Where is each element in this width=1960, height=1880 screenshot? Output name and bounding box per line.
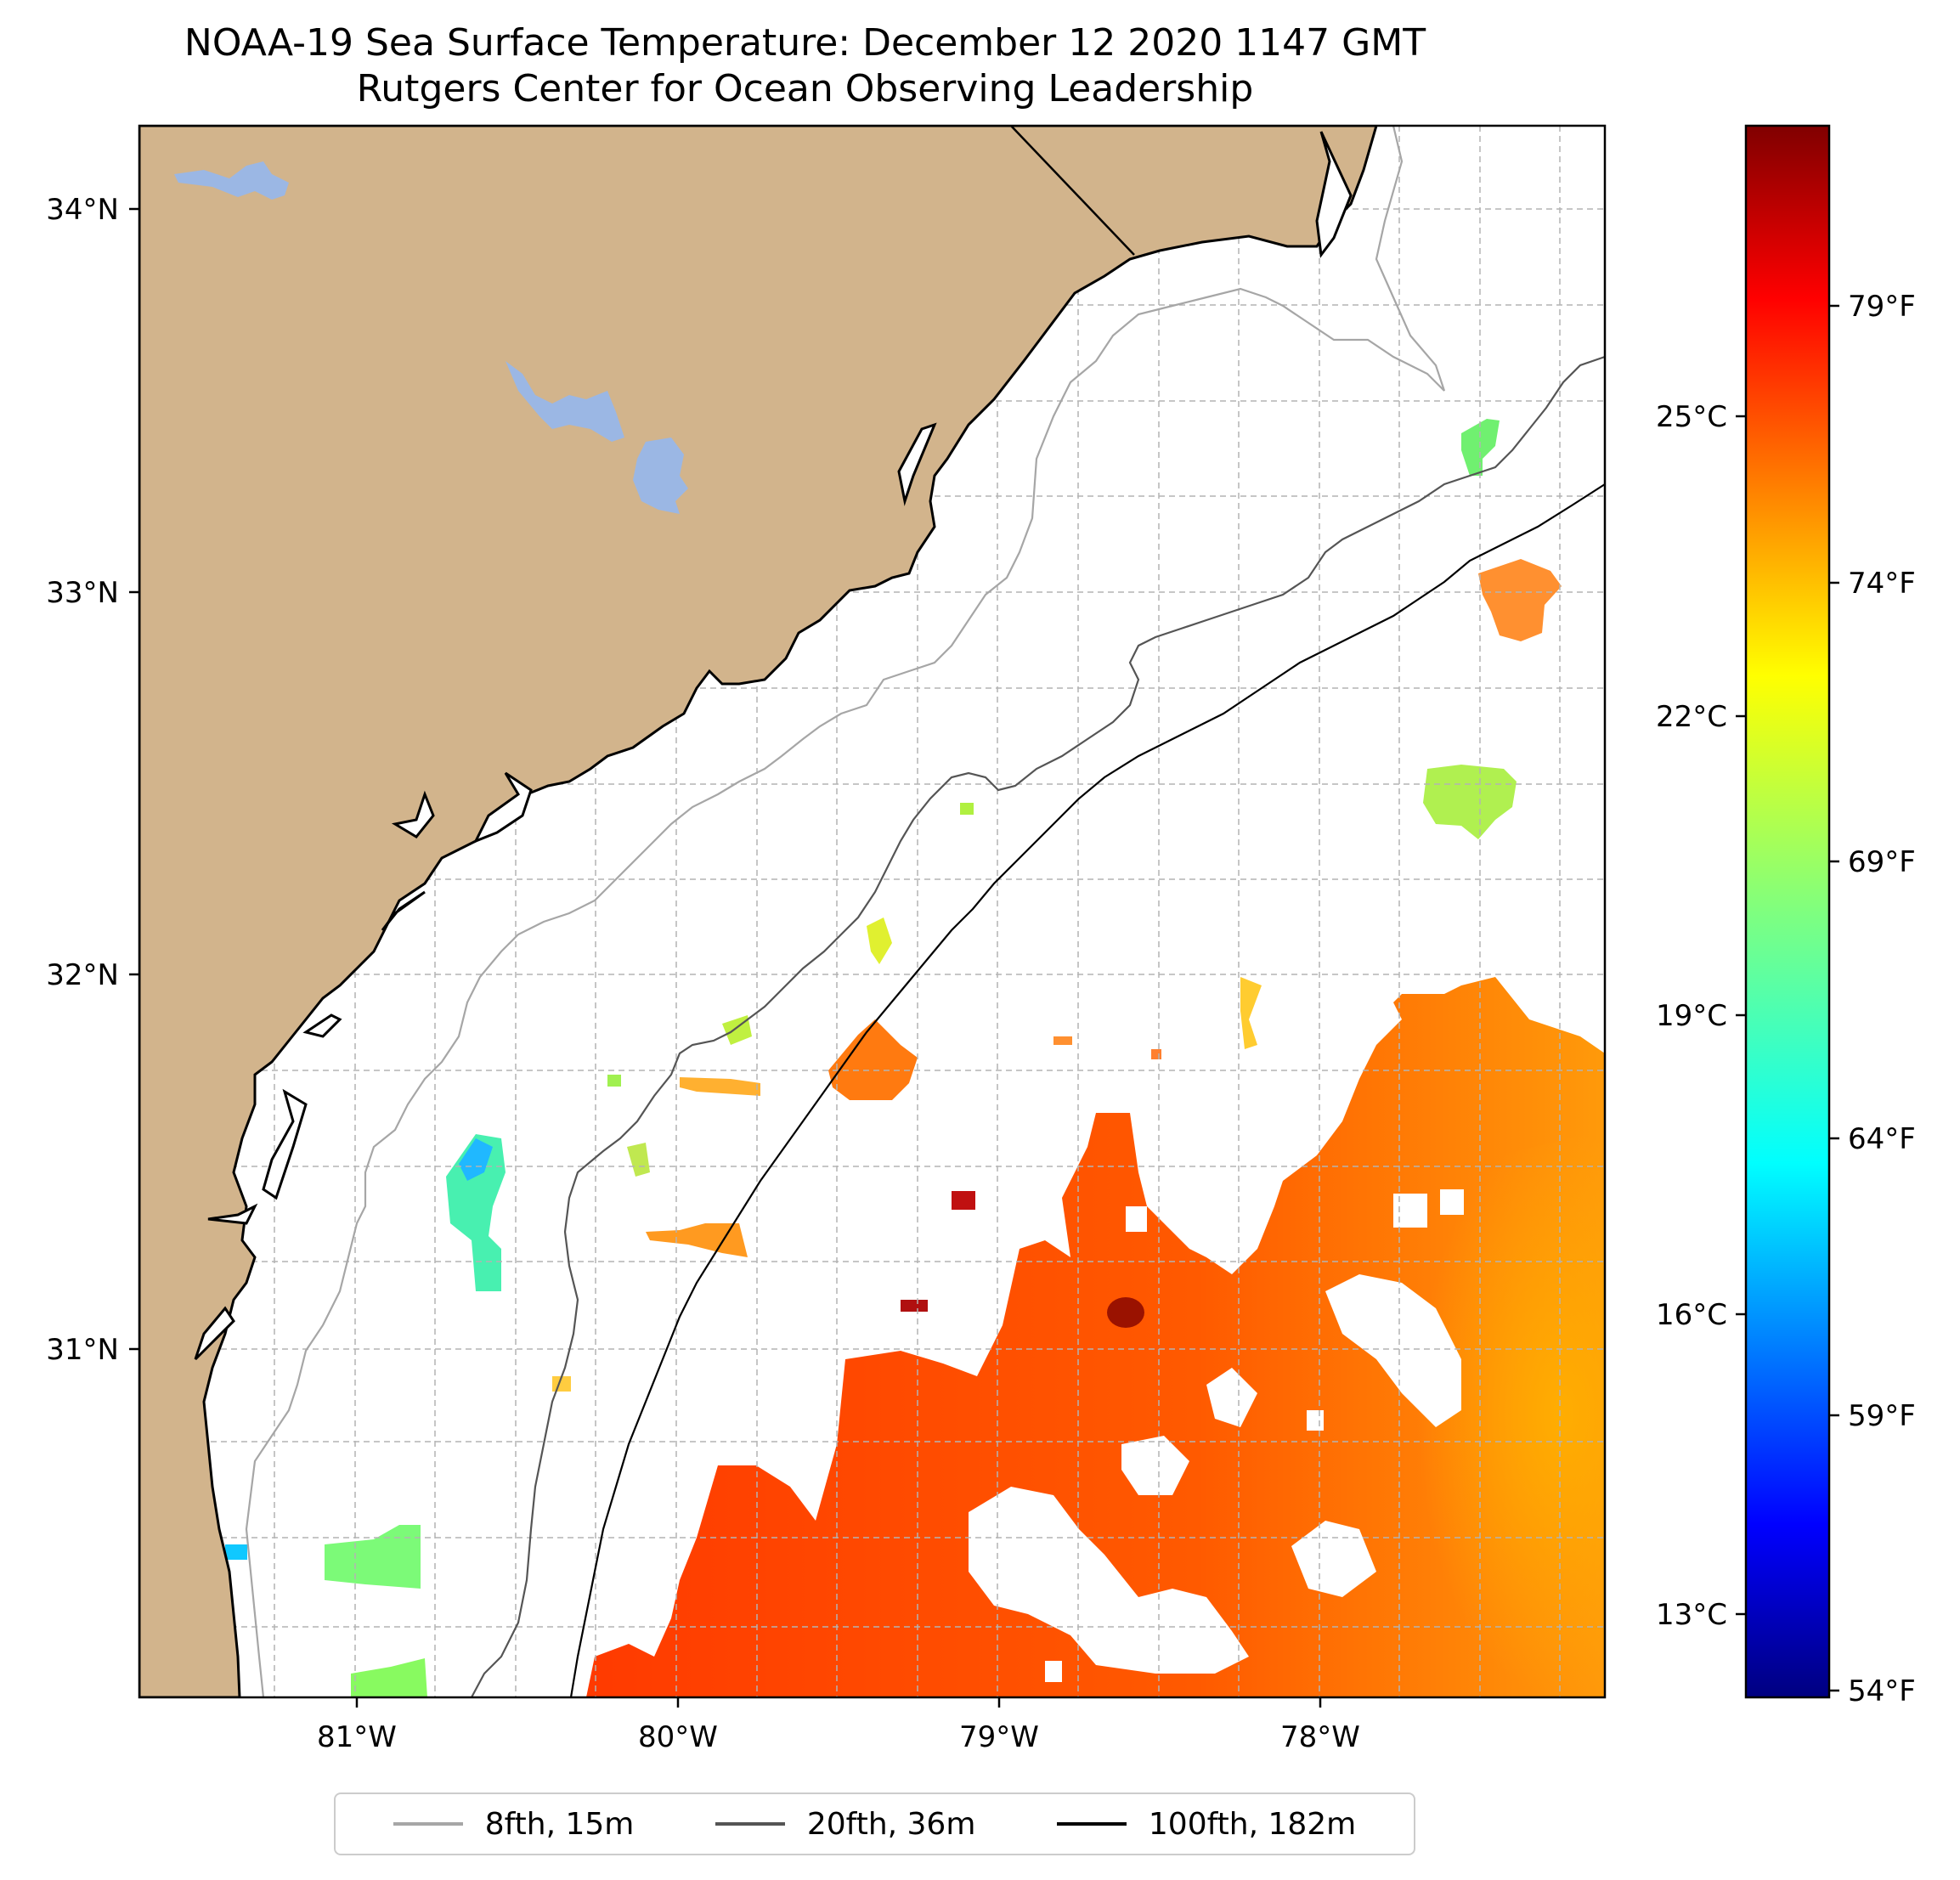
inland-water bbox=[174, 161, 688, 514]
state-border bbox=[1010, 126, 1135, 256]
sst-patch-mid-8 bbox=[952, 1191, 975, 1210]
title-line-2: Rutgers Center for Ocean Observing Leade… bbox=[356, 67, 1254, 110]
sst-cool-patch-2 bbox=[325, 1525, 421, 1589]
sst-patch-mid-3 bbox=[646, 1223, 748, 1257]
legend-entry-15m: 8fth, 15m bbox=[393, 1806, 635, 1842]
isobath-182m bbox=[569, 483, 1605, 1697]
cloud-gap-8 bbox=[1045, 1661, 1062, 1682]
sst-patch-mid-14 bbox=[607, 1075, 621, 1087]
lat-label-31n: 31°N bbox=[46, 1333, 119, 1367]
sst-hot-spot bbox=[1107, 1297, 1144, 1328]
legend-label-182m: 100fth, 182m bbox=[1148, 1806, 1357, 1842]
sst-patch-ne-2 bbox=[1423, 765, 1517, 839]
lake-moultrie bbox=[633, 438, 688, 514]
colorbar-label-64f: 64°F bbox=[1848, 1122, 1916, 1156]
cloud-gap-6 bbox=[1393, 1194, 1427, 1228]
colorbar-label-74f: 74°F bbox=[1848, 567, 1916, 601]
colorbar-label-13c: 13°C bbox=[1656, 1598, 1727, 1632]
colorbar-label-54f: 54°F bbox=[1848, 1674, 1916, 1708]
chart-title: NOAA-19 Sea Surface Temperature: Decembe… bbox=[0, 20, 1610, 112]
cloud-gap-9 bbox=[1307, 1410, 1324, 1431]
lon-label-81w: 81°W bbox=[317, 1720, 397, 1754]
legend-swatch-36m bbox=[715, 1822, 785, 1826]
sst-warm-core bbox=[1317, 1130, 1605, 1697]
lon-label-78w: 78°W bbox=[1280, 1720, 1360, 1754]
sst-cool-patch-1 bbox=[446, 1134, 506, 1291]
cloud-gap-5 bbox=[1291, 1521, 1376, 1597]
colorbar-label-25c: 25°C bbox=[1656, 400, 1727, 434]
sst-cool-patch-1b bbox=[459, 1138, 493, 1181]
gridlines bbox=[139, 126, 1605, 1697]
colorbar-label-22c: 22°C bbox=[1656, 700, 1727, 734]
sst-cool-patch-4 bbox=[351, 1658, 427, 1697]
sst-patch-mid-2 bbox=[680, 1077, 760, 1096]
isobath-legend: 8fth, 15m 20fth, 36m 100fth, 182m bbox=[334, 1792, 1415, 1855]
sst-patch-mid-5 bbox=[867, 917, 892, 964]
sst-patch-mid-6 bbox=[1240, 977, 1262, 1049]
legend-label-15m: 8fth, 15m bbox=[484, 1806, 635, 1842]
cloud-gap-3 bbox=[1325, 1274, 1461, 1427]
sst-patch-mid-12 bbox=[960, 803, 974, 815]
lat-label-34n: 34°N bbox=[46, 193, 119, 227]
legend-label-36m: 20fth, 36m bbox=[806, 1806, 976, 1842]
sst-cool-patch-3 bbox=[225, 1544, 247, 1560]
legend-entry-36m: 20fth, 36m bbox=[715, 1806, 976, 1842]
sst-data-layer bbox=[225, 419, 1605, 1697]
lake-north bbox=[174, 161, 289, 200]
colorbar bbox=[1744, 124, 1831, 1699]
sst-patch-mid-13 bbox=[1151, 1049, 1161, 1059]
lon-label-79w: 79°W bbox=[959, 1720, 1039, 1754]
lat-label-33n: 33°N bbox=[46, 576, 119, 610]
legend-swatch-15m bbox=[393, 1822, 463, 1826]
sst-patch-mid-7 bbox=[627, 1143, 650, 1177]
land-mass bbox=[139, 126, 1378, 1697]
coastal-inlets bbox=[194, 131, 1353, 1361]
legend-swatch-182m bbox=[1056, 1822, 1127, 1826]
sst-patch-mid-11 bbox=[1053, 1036, 1072, 1045]
legend-entry-182m: 100fth, 182m bbox=[1056, 1806, 1357, 1842]
axis-ticks bbox=[129, 207, 1322, 1708]
cloud-gap-2 bbox=[1121, 1436, 1189, 1495]
colorbar-label-16c: 16°C bbox=[1656, 1298, 1727, 1332]
isobath-36m bbox=[471, 355, 1605, 1697]
colorbar-label-19c: 19°C bbox=[1656, 999, 1727, 1033]
sst-patch-ne-1 bbox=[1478, 559, 1562, 641]
lon-label-80w: 80°W bbox=[638, 1720, 718, 1754]
sst-patch-mid-9 bbox=[901, 1300, 928, 1312]
sst-patch-mid-1 bbox=[828, 1019, 918, 1100]
cloud-gap-7 bbox=[1440, 1189, 1464, 1215]
map-frame bbox=[138, 124, 1607, 1699]
cloud-gap-4 bbox=[1206, 1368, 1257, 1427]
colorbar-label-59f: 59°F bbox=[1848, 1399, 1916, 1433]
lake-marion bbox=[506, 361, 624, 442]
colorbar-ticks bbox=[1736, 304, 1839, 1692]
title-line-1: NOAA-19 Sea Surface Temperature: Decembe… bbox=[184, 21, 1426, 65]
colorbar-label-79f: 79°F bbox=[1848, 290, 1916, 324]
lat-label-32n: 32°N bbox=[46, 958, 119, 992]
isobath-15m bbox=[245, 126, 1446, 1697]
cloud-gap-1 bbox=[969, 1487, 1249, 1674]
colorbar-label-69f: 69°F bbox=[1848, 845, 1916, 879]
cloud-gap-10 bbox=[1126, 1206, 1147, 1232]
